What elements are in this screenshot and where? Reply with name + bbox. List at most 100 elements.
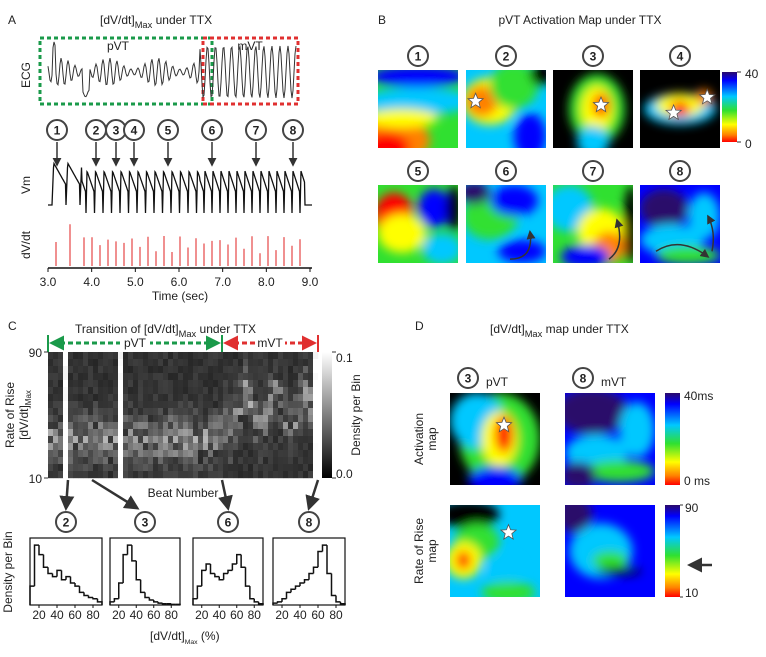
heatmap-cell [303,359,309,367]
heatmap-cell [278,387,284,395]
heatmap-cell [298,359,304,367]
map-region [378,87,458,116]
heatmap-cell [188,450,194,458]
map-region [456,551,471,570]
heatmap-cell [63,415,69,423]
heatmap-cell [218,450,224,458]
map-region [656,245,720,263]
heatmap-cell [63,394,69,402]
heatmap-cell [298,436,304,444]
heatmap-cell [263,401,269,409]
map [466,70,546,148]
heatmap-cell [128,422,134,430]
hist-bin [60,570,66,581]
heatmap-cell [73,401,79,409]
heatmap-cell [188,422,194,430]
hist-bin [272,602,278,605]
heatmap-cell [153,443,159,451]
heatmap-cell [253,422,259,430]
heatmap-cell [48,464,54,472]
heatmap-cell [258,464,264,472]
x-axis-label: [dV/dt]Max (%) [150,629,220,646]
beat-circle [282,119,304,141]
heatmap-cell [128,352,134,360]
beat-circle [134,511,156,533]
heatmap-cell [183,359,189,367]
heatmap-cell [173,415,179,423]
heatmap-cell [313,471,319,479]
heatmap-cell [53,401,59,409]
heatmap-cell [133,471,139,479]
heatmap-cell [58,366,64,374]
column-label: mVT [601,375,627,389]
heatmap-cell [88,401,94,409]
y-tick-label: 10 [29,472,43,486]
heatmap-cell [218,415,224,423]
map [378,70,458,148]
heatmap-cell [108,422,114,430]
heatmap-cell [143,450,149,458]
x-tick-label: 5.0 [127,275,144,289]
heatmap-cell [188,429,194,437]
heatmap-cell [193,450,199,458]
heatmap-cell [278,443,284,451]
heatmap-cell [208,471,214,479]
text-main: [dV/dt] [100,13,135,27]
heatmap-cell [88,471,94,479]
heatmap-cell [73,408,79,416]
heatmap-cell [298,366,304,374]
heatmap-cell [128,415,134,423]
heatmap-cell [58,415,64,423]
heatmap-cell [208,352,214,360]
heatmap-cell [308,429,314,437]
heatmap-cell [153,401,159,409]
beat-number: 3 [465,372,472,386]
heatmap-cell [263,436,269,444]
heatmap-cell [88,436,94,444]
heatmap-cell [48,436,54,444]
heatmap-cell [258,373,264,381]
heatmap-cell [108,366,114,374]
y-axis-label: Rate of Rise [3,382,17,448]
heatmap-cell [288,394,294,402]
heatmap-cell [148,359,154,367]
heatmap-cell [258,408,264,416]
heatmap-cell [133,401,139,409]
heatmap-cell [243,373,249,381]
heatmap-cell [148,450,154,458]
heatmap-cell [193,373,199,381]
heatmap-cell [263,471,269,479]
heatmap-cell [283,387,289,395]
heatmap-cell [183,352,189,360]
heatmap-cell [113,387,119,395]
hist-bin [240,554,246,568]
heatmap-cell [223,387,229,395]
heatmap-cell [258,422,264,430]
heatmap-cell [303,443,309,451]
beat-number: 8 [290,124,297,138]
heatmap-cell [253,450,259,458]
heatmap-cell [198,415,204,423]
heatmap-cell [158,415,164,423]
heatmap-cell [188,352,194,360]
heatmap-cell [308,464,314,472]
heatmap-cell [183,457,189,465]
heatmap-cell [158,471,164,479]
heatmap-cell [88,443,94,451]
heatmap-cell [308,415,314,423]
heatmap-cell [143,394,149,402]
heatmap-cell [298,380,304,388]
heatmap-cell [253,401,259,409]
heatmap-cell [143,443,149,451]
heatmap-cell [103,450,109,458]
heatmap-cell [278,352,284,360]
heatmap-cell [228,450,234,458]
heatmap-cell [73,352,79,360]
beat-circle [582,160,604,182]
heatmap-cell [243,352,249,360]
heatmap-cell [163,352,169,360]
heatmap-cell [108,436,114,444]
heatmap-cell [133,422,139,430]
heatmap-cell [278,359,284,367]
heatmap-cell [283,366,289,374]
